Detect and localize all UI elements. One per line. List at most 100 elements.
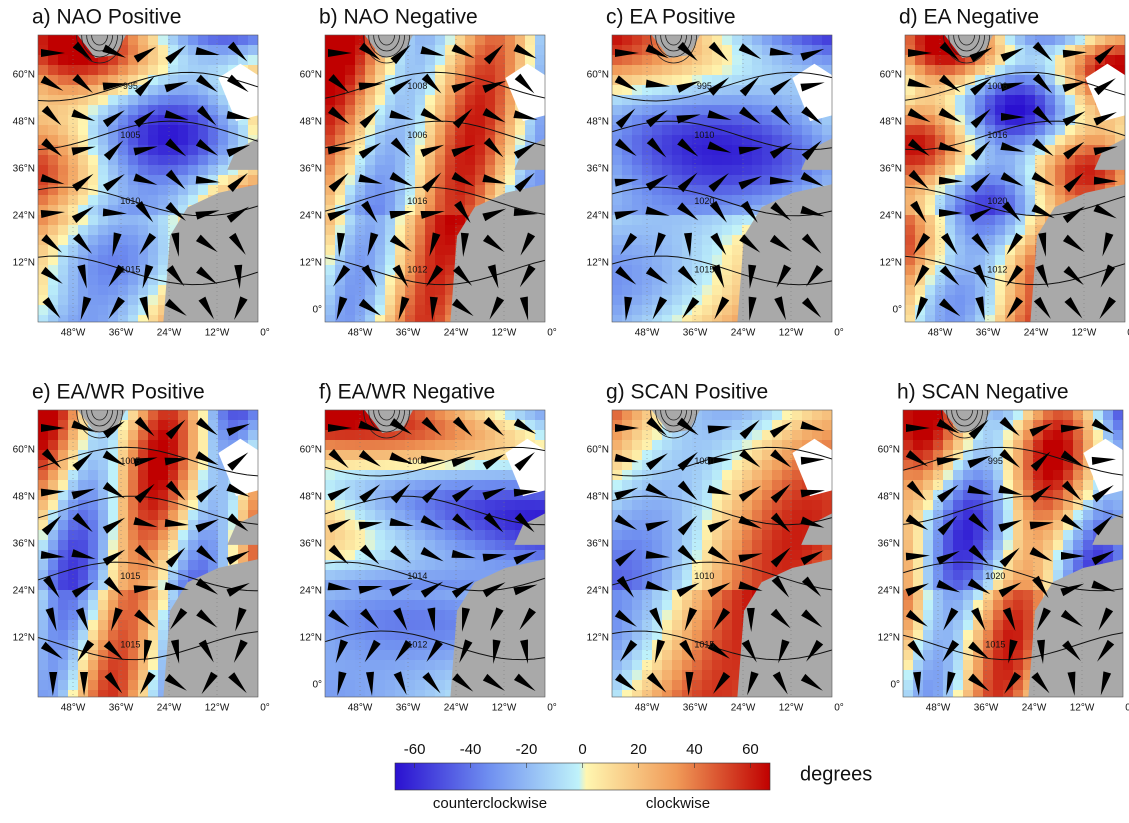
field-cell [248, 45, 259, 56]
field-cell [1045, 95, 1056, 106]
field-cell [632, 530, 643, 541]
field-cell [722, 105, 733, 116]
field-cell [118, 315, 129, 326]
field-cell [188, 135, 199, 146]
field-cell [118, 165, 129, 176]
field-cell [88, 275, 99, 286]
field-cell [188, 85, 199, 96]
field-cell [672, 610, 683, 621]
field-cell [128, 245, 139, 256]
field-cell [925, 105, 936, 116]
field-cell [1015, 55, 1026, 66]
field-cell [345, 490, 356, 501]
field-cell [98, 105, 109, 116]
field-cell [325, 225, 336, 236]
field-cell [325, 155, 336, 166]
field-cell [945, 165, 956, 176]
field-cell [622, 660, 633, 671]
field-cell [128, 155, 139, 166]
field-cell [955, 95, 966, 106]
field-cell [238, 125, 249, 136]
field-cell [612, 500, 623, 511]
field-cell [88, 305, 99, 316]
lon-label: 36°W [396, 703, 421, 714]
isobar-label: 1006 [407, 130, 427, 140]
field-cell [385, 145, 396, 156]
field-cell [345, 35, 356, 46]
field-cell [935, 315, 946, 326]
field-cell [148, 115, 159, 126]
field-cell [325, 85, 336, 96]
field-cell [68, 245, 79, 256]
field-cell [88, 315, 99, 326]
field-cell [168, 530, 179, 541]
field-cell [445, 520, 456, 531]
field-cell [662, 480, 673, 491]
field-cell [48, 55, 59, 66]
field-cell [752, 510, 763, 521]
field-cell [58, 410, 69, 421]
lat-label: 60°N [13, 445, 35, 456]
field-cell [632, 65, 643, 76]
field-cell [612, 105, 623, 116]
field-cell [622, 285, 633, 296]
field-cell [415, 650, 426, 661]
field-cell [642, 560, 653, 571]
field-cell [375, 105, 386, 116]
field-cell [662, 550, 673, 561]
field-cell [782, 65, 793, 76]
field-cell [682, 285, 693, 296]
field-cell [128, 650, 139, 661]
field-cell [955, 295, 966, 306]
lon-label: 48°W [928, 328, 953, 339]
field-cell [345, 215, 356, 226]
field-cell [345, 125, 356, 136]
field-cell [385, 285, 396, 296]
field-cell [325, 590, 336, 601]
field-cell [138, 225, 149, 236]
lat-label: 48°N [13, 117, 35, 128]
map-panel: a) NAO Positive99510051010101560°N48°N36… [13, 6, 270, 339]
field-cell [78, 690, 89, 701]
field-cell [218, 165, 229, 176]
field-cell [88, 225, 99, 236]
field-cell [435, 285, 446, 296]
field-cell [168, 155, 179, 166]
field-cell [672, 600, 683, 611]
field-cell [475, 420, 486, 431]
field-cell [345, 105, 356, 116]
field-cell [198, 35, 209, 46]
field-cell [188, 55, 199, 66]
field-cell [642, 105, 653, 116]
field-cell [355, 680, 366, 691]
field-cell [445, 105, 456, 116]
field-cell [475, 145, 486, 156]
field-cell [335, 440, 346, 451]
lat-label: 24°N [13, 211, 35, 222]
field-cell [405, 315, 416, 326]
field-cell [425, 95, 436, 106]
map-area [905, 7, 1126, 326]
field-cell [158, 145, 169, 156]
field-cell [505, 530, 516, 541]
field-cell [722, 540, 733, 551]
field-cell [1015, 285, 1026, 296]
field-cell [375, 570, 386, 581]
field-cell [672, 75, 683, 86]
field-cell [188, 470, 199, 481]
field-cell [58, 430, 69, 441]
field-cell [325, 315, 336, 326]
field-cell [822, 410, 833, 421]
field-cell [38, 660, 49, 671]
field-cell [118, 175, 129, 186]
field-cell [505, 105, 516, 116]
lat-label: 60°N [300, 445, 322, 456]
field-cell [475, 95, 486, 106]
lon-label: 24°W [444, 328, 469, 339]
field-cell [622, 215, 633, 226]
field-cell [158, 440, 169, 451]
field-cell [148, 245, 159, 256]
field-cell [128, 620, 139, 631]
field-cell [365, 600, 376, 611]
field-cell [325, 600, 336, 611]
